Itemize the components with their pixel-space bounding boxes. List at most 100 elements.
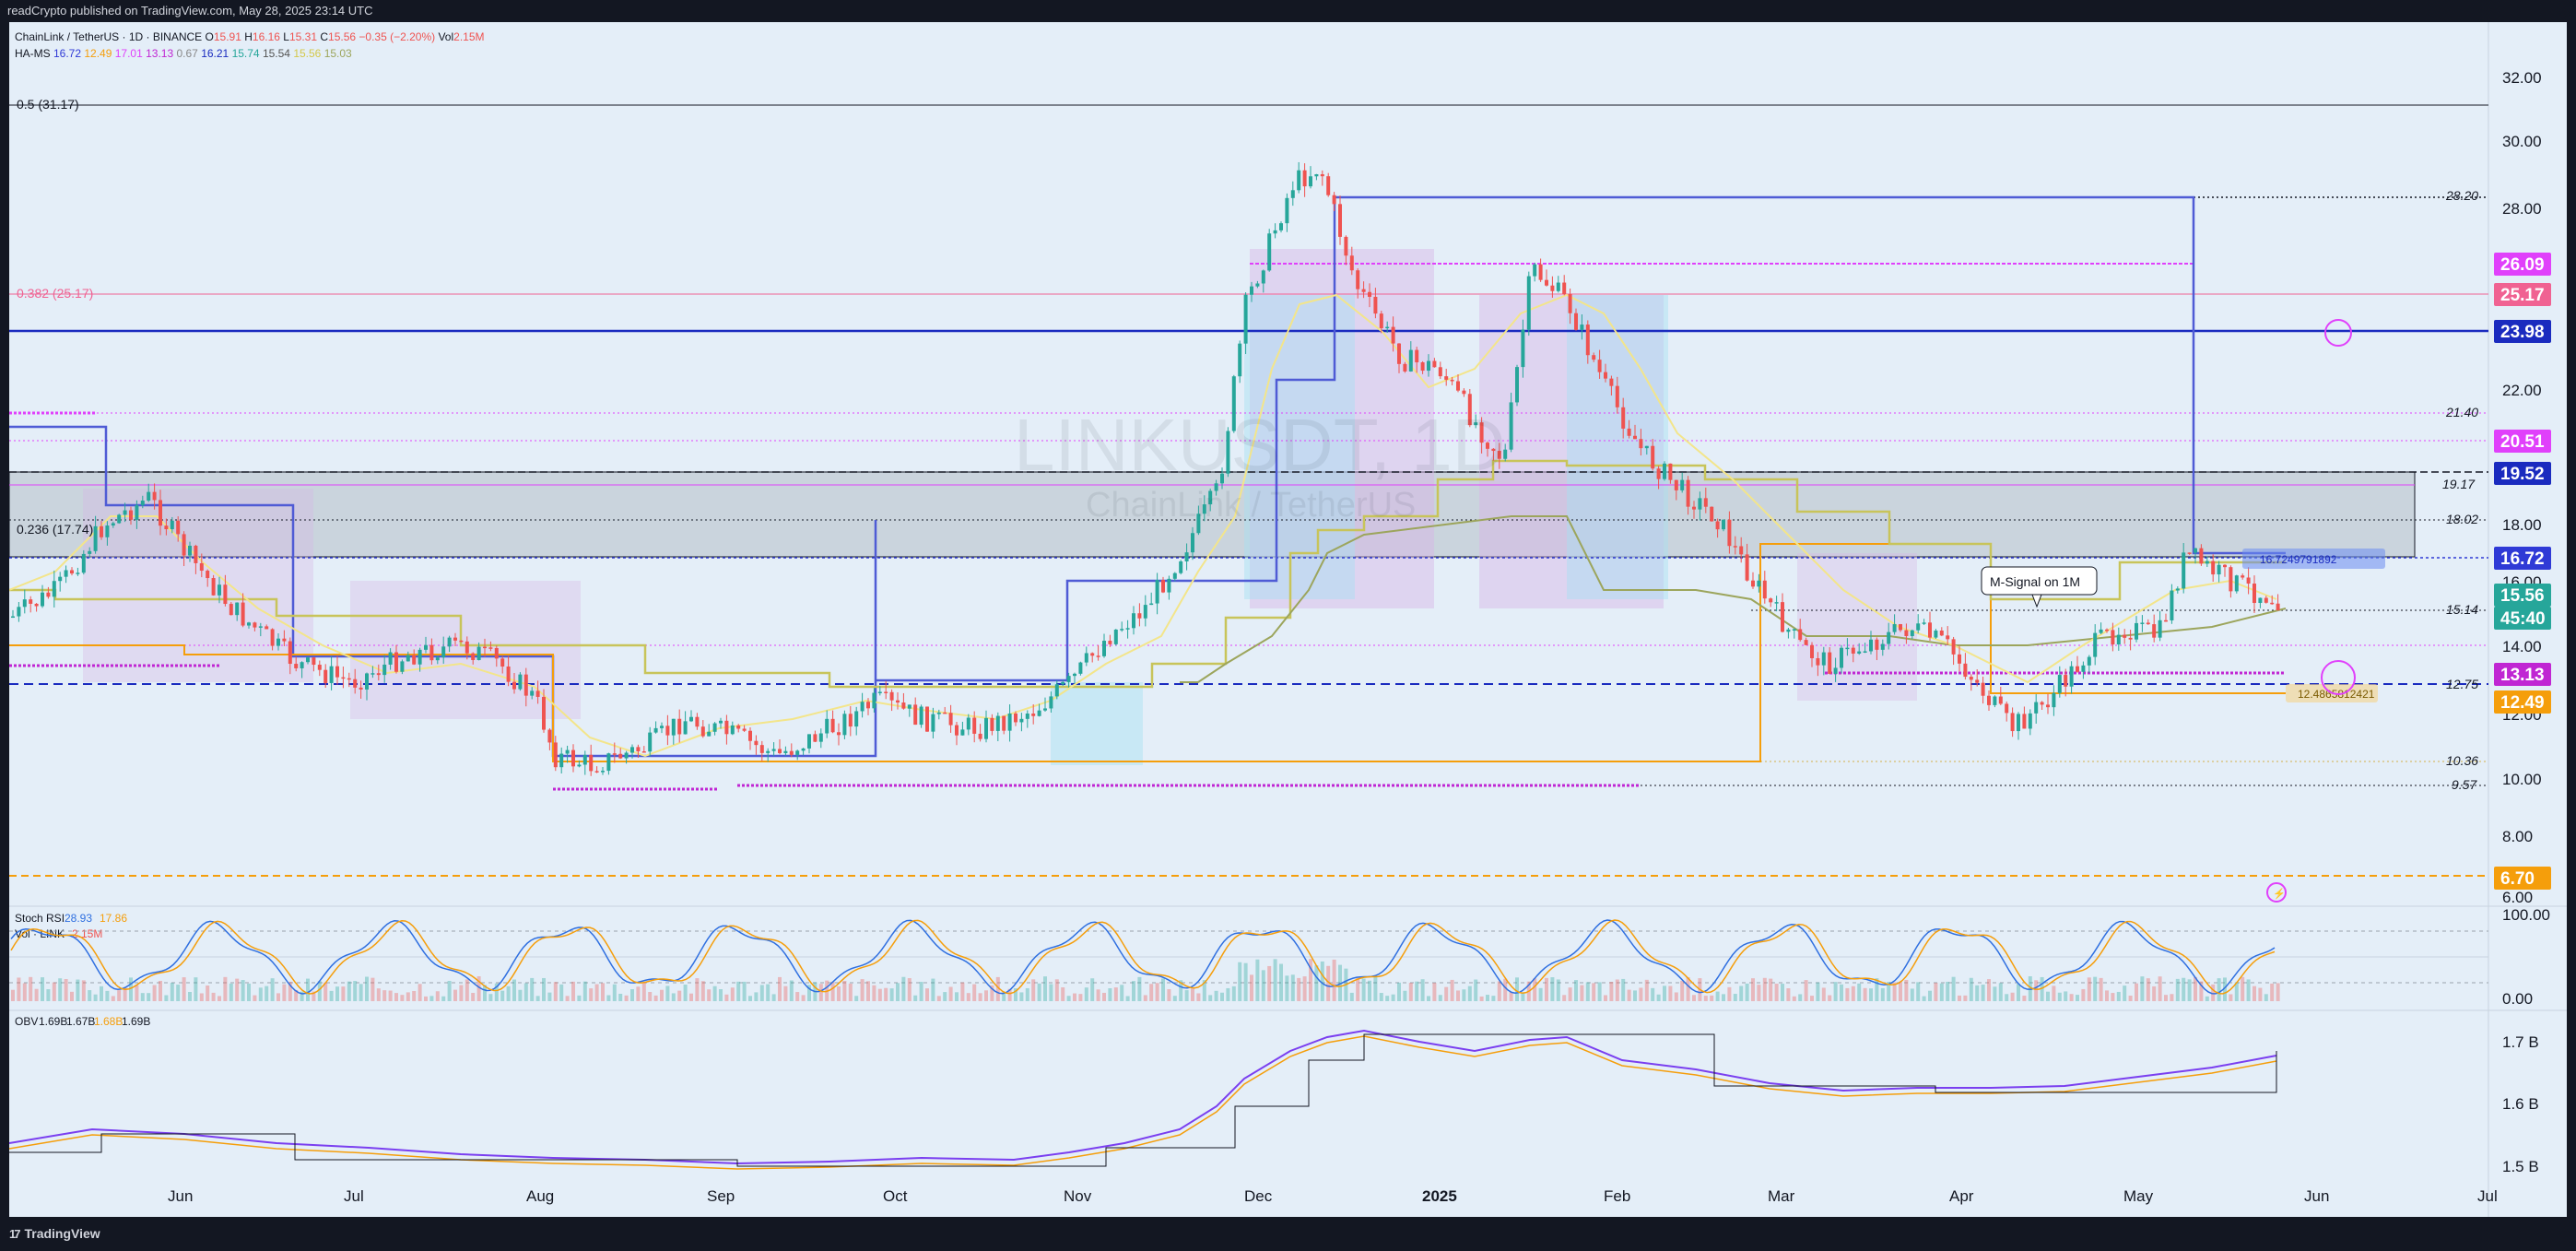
volume-bar <box>1792 996 1796 1001</box>
volume-bar <box>925 988 929 1001</box>
candle-body <box>2046 704 2050 708</box>
volume-bar <box>1916 982 1921 1001</box>
volume-bar <box>453 989 457 1001</box>
time-tick-2025: 2025 <box>1422 1187 1457 1205</box>
volume-bar <box>1250 974 1253 1001</box>
candle-body <box>371 673 375 675</box>
candle-body <box>1946 635 1950 640</box>
chart-area[interactable]: 0.5 (31.17) 0.382 (25.17) 0.236 (17.74) LIN… <box>9 22 2567 1217</box>
candle-body <box>1810 644 1814 658</box>
volume-bar <box>1969 977 1973 1001</box>
volume-bar <box>488 994 493 1001</box>
volume-bar <box>1450 979 1454 1001</box>
candle-body <box>1161 580 1165 593</box>
candle-body <box>1515 367 1519 403</box>
volume-bar <box>1845 987 1850 1001</box>
volume-bar <box>418 984 422 1001</box>
candle-body <box>1273 230 1277 234</box>
volume-bar <box>306 978 310 1001</box>
tradingview-brand[interactable]: 17 TradingView <box>9 1226 100 1241</box>
volume-bar <box>400 995 405 1001</box>
volume-bar <box>1998 983 2003 1001</box>
volume-bar <box>665 985 670 1001</box>
volume-bar <box>506 985 511 1001</box>
candle-body <box>1167 578 1171 593</box>
candle-body <box>1698 498 1702 510</box>
candle-body <box>589 754 594 772</box>
volume-bar <box>2264 994 2268 1001</box>
volume-bar <box>748 996 752 1001</box>
volume-bar <box>317 981 322 1001</box>
candle-body <box>712 723 717 732</box>
level-label: 28.20 <box>2445 188 2478 203</box>
volume-bar <box>500 990 505 1001</box>
candle-body <box>1745 554 1749 581</box>
volume-bar <box>1798 994 1803 1001</box>
candle-body <box>1828 652 1832 674</box>
candle-body <box>1963 663 1968 678</box>
volume-bar <box>135 985 139 1001</box>
price-badge-text: 6.70 <box>2500 869 2535 889</box>
volume-bar <box>877 988 882 1001</box>
volume-bar <box>1951 976 1956 1001</box>
chart-canvas[interactable]: 0.5 (31.17) 0.382 (25.17) 0.236 (17.74) LIN… <box>9 22 2567 1217</box>
candle-body <box>1397 343 1401 364</box>
volume-bar <box>1497 981 1501 1001</box>
volume-bar <box>1486 995 1489 1001</box>
candle-body <box>258 626 263 628</box>
volume-bar <box>736 981 741 1001</box>
volume-bar <box>582 981 587 1001</box>
candle-body <box>748 730 752 741</box>
ema-yellow-curve <box>9 293 2277 758</box>
candle-body <box>1014 713 1017 723</box>
volume-bar <box>1279 963 1283 1001</box>
volume-bar <box>2223 977 2227 1001</box>
volume-bar <box>58 978 63 1001</box>
volume-bar <box>1403 990 1407 1001</box>
volume-bar <box>1149 984 1154 1001</box>
volume-bar <box>170 983 174 1001</box>
volume-bar <box>11 989 15 1001</box>
candle-body <box>1279 223 1283 230</box>
candle-body <box>1751 580 1755 587</box>
candle-body <box>689 716 693 722</box>
volume-bar <box>2005 994 2009 1001</box>
volume-bar <box>624 995 629 1001</box>
candle-body <box>1172 572 1177 579</box>
price-badge-bg <box>2494 547 2551 570</box>
candle-body <box>1840 647 1843 668</box>
candle-body <box>2264 597 2268 603</box>
volume-bar <box>1910 988 1914 1001</box>
price-tick: 8.00 <box>2502 828 2533 845</box>
candle-body <box>2005 703 2009 714</box>
volume-bars <box>11 959 2280 1001</box>
volume-bar <box>1674 992 1678 1001</box>
price-tick: 18.00 <box>2502 516 2542 534</box>
volume-bar <box>889 988 894 1001</box>
candle-body <box>1639 439 1643 449</box>
volume-bar <box>618 993 623 1001</box>
signal-callout-pointer <box>2031 594 2042 608</box>
candle-body <box>465 641 469 654</box>
volume-bar <box>335 986 339 1001</box>
volume-bar <box>465 979 469 1001</box>
candle-body <box>81 553 86 573</box>
candle-body <box>159 500 162 526</box>
time-tick-dec: Dec <box>1244 1187 1273 1205</box>
candle-body <box>1462 390 1466 395</box>
candle-body <box>1361 289 1366 292</box>
volume-bar <box>1002 992 1006 1001</box>
candle-body <box>1385 326 1390 329</box>
candle-body <box>1533 264 1537 277</box>
volume-bar <box>1981 985 1985 1001</box>
time-tick-jul: Jul <box>344 1187 364 1205</box>
candle-body <box>931 714 935 732</box>
candle-body <box>553 742 558 768</box>
lightning-icon: ⚡ <box>2273 888 2286 900</box>
candle-body <box>206 571 210 579</box>
candle-body <box>984 717 988 739</box>
candle-body <box>1408 349 1413 372</box>
volume-bar <box>801 995 806 1001</box>
candle-body <box>199 562 204 572</box>
candle-body <box>1609 378 1614 386</box>
